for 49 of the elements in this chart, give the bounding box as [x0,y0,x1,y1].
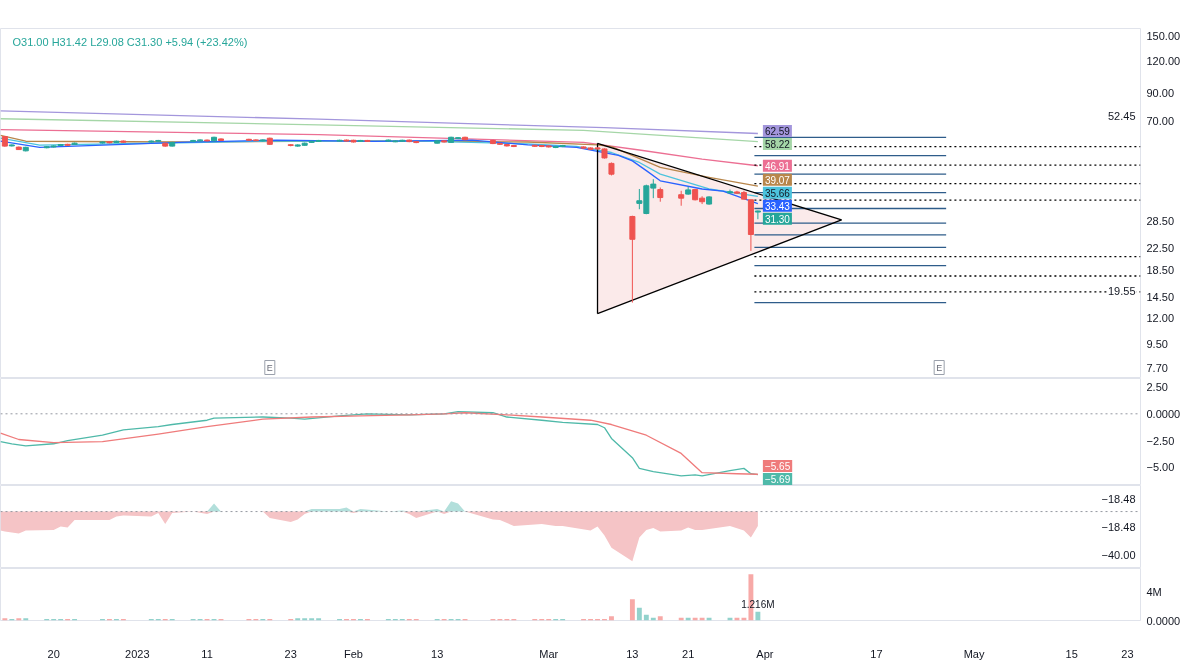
y-tick-label: 70.00 [1146,114,1175,127]
data-label: 58.22 [764,139,791,151]
x-tick-label: 20 [47,647,60,660]
y-tick-label: 28.50 [1146,215,1175,228]
data-label: 33.43 [764,200,791,212]
y-tick-label: 90.00 [1146,86,1175,99]
y-tick-label: −2.50 [1146,434,1175,447]
y-tick-label: 7.70 [1146,361,1168,374]
text: O31.00 H31.42 L29.08 C31.30 +5.94 (+23.42%) [12,35,248,48]
y-tick-label: 22.50 [1146,241,1175,254]
x-tick-label: 13 [626,647,639,660]
y-tick-label: 2.50 [1146,381,1168,394]
data-label: 35.66 [764,187,791,199]
x-tick-label: 2023 [125,647,150,660]
x-tick-label: May [963,647,985,660]
annotation: −18.48 [1101,521,1136,533]
y-tick-label: 150.00 [1146,29,1181,42]
annotation: E [266,362,273,373]
annotation: 19.55 [1107,285,1136,297]
y-tick-label: 14.50 [1146,291,1175,304]
y-tick-label: 9.50 [1146,338,1168,351]
text: 31.30 [764,213,790,225]
x-tick-label: 15 [1065,647,1078,660]
x-tick-label: Feb [344,647,363,660]
x-tick-label: 23 [284,647,297,660]
y-tick-label: −5.00 [1146,461,1175,474]
data-label: −5.69 [764,474,791,485]
data-label: 62.59 [764,126,791,138]
data-label: 46.91 [764,160,791,172]
x-tick-label: 11 [201,647,213,660]
y-tick-label: 120.00 [1146,54,1181,67]
annotation: E [936,362,943,373]
annotation: 52.45 [1107,110,1136,122]
y-tick-label: 4M [1146,586,1162,599]
x-tick-label: 17 [870,647,883,660]
y-tick-label: 12.00 [1146,312,1175,325]
annotation: −40.00 [1101,548,1136,561]
data-label: 39.07 [764,174,791,186]
y-tick-label: 18.50 [1146,263,1175,276]
x-tick-label: 23 [1121,647,1134,660]
x-tick-label: 21 [682,647,695,660]
y-tick-label: 0.0000 [1146,614,1181,627]
x-tick-label: Mar [539,647,559,660]
y-tick-label: 0.0000 [1146,407,1181,420]
annotation: −18.48 [1101,493,1136,506]
x-tick-label: 13 [431,647,444,660]
data-label: −5.65 [764,461,791,472]
x-tick-label: Apr [756,647,774,660]
data-label: 1.216M [741,598,775,610]
